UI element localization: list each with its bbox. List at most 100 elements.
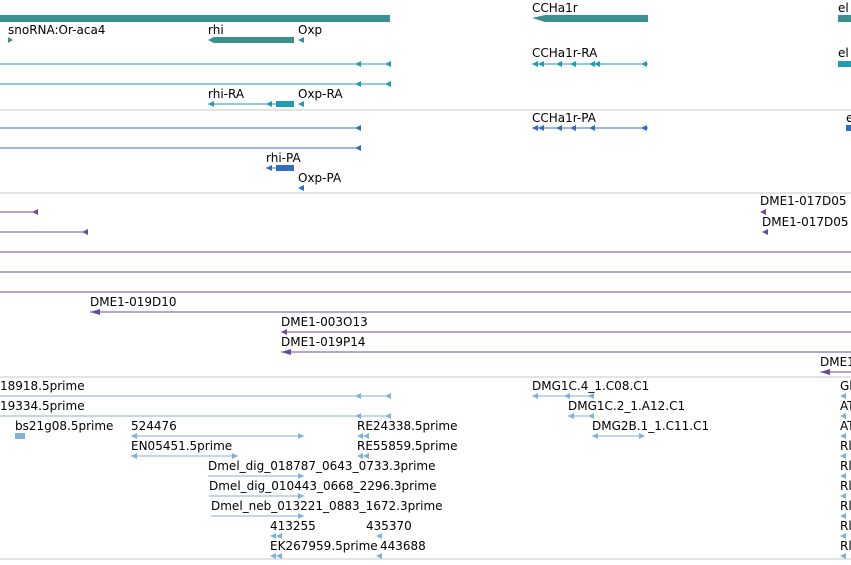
- arrow-right-icon: [8, 37, 13, 43]
- est-track: 18918.5prime 19334.5prime bs21g08.5prime…: [0, 379, 851, 559]
- protein-label-oxp-pa[interactable]: Oxp-PA: [298, 171, 342, 185]
- est-label[interactable]: Dmel_dig_010443_0668_2296.3prime: [209, 479, 437, 493]
- arrow-left-icon: [532, 125, 538, 131]
- clone-label[interactable]: DME1-003O13: [281, 315, 368, 329]
- est-label[interactable]: Rl: [840, 479, 851, 493]
- est-label[interactable]: AT: [840, 399, 851, 413]
- protein-label[interactable]: e: [846, 111, 851, 125]
- arrow-left-icon: [376, 553, 382, 559]
- arrow-right-icon: [232, 453, 238, 459]
- est-label[interactable]: RE24338.5prime: [357, 419, 458, 433]
- protein-label-ccha1r-pa[interactable]: CCHa1r-PA: [532, 111, 597, 125]
- gene-feature[interactable]: [0, 15, 390, 22]
- clone-label[interactable]: DME1-017D05: [762, 215, 849, 229]
- clone-label[interactable]: DME1: [820, 355, 851, 369]
- arrow-left-icon: [589, 61, 595, 67]
- gene-label-rhi[interactable]: rhi: [208, 23, 224, 37]
- arrow-left-icon: [760, 209, 766, 215]
- est-label[interactable]: Rl: [840, 439, 851, 453]
- gene-label-oxp[interactable]: Oxp: [298, 23, 322, 37]
- gene-label-ccha1r[interactable]: CCHa1r: [532, 1, 578, 15]
- arrow-left-icon: [570, 125, 576, 131]
- est-label[interactable]: AT: [840, 419, 851, 433]
- arrow-right-icon: [840, 493, 846, 499]
- arrow-left-icon: [355, 393, 361, 399]
- arrow-left-icon: [641, 125, 647, 131]
- transcript-label-ccha1r-ra[interactable]: CCHa1r-RA: [532, 46, 598, 60]
- arrow-left-icon: [357, 433, 363, 439]
- est-label[interactable]: Dmel_neb_013221_0883_1672.3prime: [211, 499, 443, 513]
- clone-label[interactable]: DME1-019P14: [281, 335, 366, 349]
- est-label[interactable]: Rl: [840, 519, 851, 533]
- arrow-left-icon: [532, 15, 545, 22]
- est-label[interactable]: EN05451.5prime: [131, 439, 232, 453]
- arrow-right-icon: [840, 413, 846, 419]
- arrow-left-icon: [270, 553, 276, 559]
- est-label[interactable]: 413255: [270, 519, 316, 533]
- arrow-left-icon: [208, 37, 214, 43]
- est-label[interactable]: Rl: [840, 459, 851, 473]
- clone-label[interactable]: DME1-019D10: [90, 295, 177, 309]
- arrow-right-icon: [840, 453, 846, 459]
- est-label[interactable]: Rl: [840, 539, 851, 553]
- gene-feature-ccha1r[interactable]: [545, 15, 648, 22]
- arrow-left-icon: [281, 329, 287, 335]
- est-label[interactable]: 443688: [380, 539, 426, 553]
- arrow-right-icon: [639, 433, 645, 439]
- gene-label[interactable]: el: [838, 1, 849, 15]
- est-label[interactable]: 524476: [131, 419, 177, 433]
- arrow-left-icon: [385, 393, 391, 399]
- clone-track: DME1-017D05 DME1-017D05 DME1-019D10 DME1…: [0, 194, 851, 375]
- est-label[interactable]: Rl: [840, 499, 851, 513]
- est-label[interactable]: DMG1C.2_1.A12.C1: [568, 399, 685, 413]
- transcript-feature[interactable]: [838, 61, 851, 67]
- gene-feature-rhi[interactable]: [214, 37, 294, 43]
- arrow-left-icon: [589, 125, 595, 131]
- protein-track: CCHa1r-PA e rhi-PA Oxp-PA: [0, 111, 851, 191]
- transcript-exon[interactable]: [276, 101, 294, 107]
- est-label[interactable]: EK267959.5prime: [270, 539, 378, 553]
- transcript-track: CCHa1r-RA el rhi-RA Oxp-RA: [0, 46, 851, 107]
- protein-feature[interactable]: [846, 125, 851, 131]
- arrow-left-icon: [270, 533, 276, 539]
- est-label[interactable]: 19334.5prime: [0, 399, 85, 413]
- transcript-label[interactable]: el: [838, 46, 849, 60]
- est-label[interactable]: DMG1C.4_1.C08.C1: [532, 379, 649, 393]
- arrow-left-icon: [355, 125, 361, 131]
- transcript-label-rhi-ra[interactable]: rhi-RA: [208, 87, 245, 101]
- arrow-left-icon: [385, 81, 391, 87]
- arrow-left-icon: [385, 413, 391, 419]
- arrow-left-icon: [131, 453, 137, 459]
- est-label[interactable]: 18918.5prime: [0, 379, 85, 393]
- arrow-right-icon: [840, 553, 846, 559]
- est-label[interactable]: 435370: [366, 519, 412, 533]
- gene-label-snorna[interactable]: snoRNA:Or-aca4: [8, 23, 105, 37]
- arrow-left-icon: [363, 453, 369, 459]
- arrow-left-icon: [532, 393, 538, 399]
- est-label[interactable]: bs21g08.5prime: [15, 419, 113, 433]
- est-label[interactable]: DMG2B.1_1.C11.C1: [592, 419, 709, 433]
- est-label[interactable]: RE55859.5prime: [357, 439, 458, 453]
- transcript-label-oxp-ra[interactable]: Oxp-RA: [298, 87, 343, 101]
- est-label[interactable]: Gl: [840, 379, 851, 393]
- protein-exon[interactable]: [276, 165, 294, 171]
- arrow-left-icon: [355, 145, 361, 151]
- protein-label-rhi-pa[interactable]: rhi-PA: [266, 151, 301, 165]
- arrow-left-icon: [32, 209, 38, 215]
- arrow-left-icon: [556, 61, 562, 67]
- est-feature[interactable]: [15, 433, 25, 439]
- arrow-left-icon: [588, 413, 594, 419]
- gene-feature[interactable]: [838, 15, 851, 22]
- arrow-left-icon: [820, 369, 830, 375]
- est-label[interactable]: Dmel_dig_018787_0643_0733.3prime: [208, 459, 436, 473]
- arrow-right-icon: [298, 473, 304, 479]
- arrow-left-icon: [355, 61, 361, 67]
- gene-track: CCHa1r el snoRNA:Or-aca4 rhi Oxp: [0, 1, 851, 43]
- arrow-left-icon: [570, 61, 576, 67]
- arrow-left-icon: [90, 309, 100, 315]
- clone-label[interactable]: DME1-017D05: [760, 194, 847, 208]
- arrow-left-icon: [376, 533, 382, 539]
- arrow-left-icon: [298, 101, 304, 107]
- arrow-right-icon: [298, 493, 304, 499]
